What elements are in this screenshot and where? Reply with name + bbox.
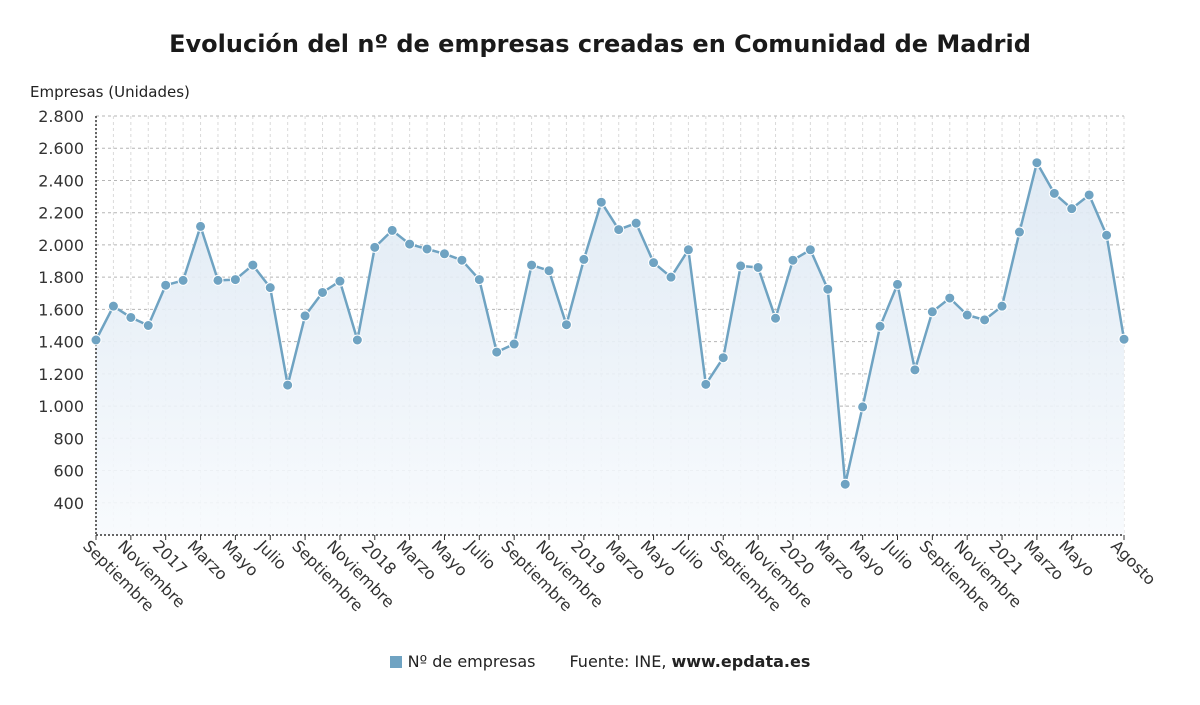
data-point: [1118, 333, 1130, 345]
data-point: [944, 292, 956, 304]
data-point: [334, 275, 346, 287]
data-point: [909, 364, 921, 376]
data-point: [926, 306, 938, 318]
data-point: [1066, 203, 1078, 215]
data-point: [369, 241, 381, 253]
data-point: [839, 478, 851, 490]
source-site: www.epdata.es: [671, 652, 811, 671]
series-area-fill: [96, 162, 1124, 535]
data-point: [160, 279, 172, 291]
data-point: [264, 282, 276, 294]
data-point: [456, 254, 468, 266]
data-point: [142, 320, 154, 331]
data-point: [1083, 189, 1095, 201]
data-point: [107, 300, 119, 312]
chart-title: Evolución del nº de empresas creadas en …: [169, 30, 1031, 58]
data-point: [560, 319, 572, 331]
data-point: [630, 217, 642, 229]
data-point: [770, 312, 782, 324]
data-point: [979, 314, 991, 326]
data-point: [351, 334, 363, 346]
data-point: [752, 261, 764, 273]
data-point: [665, 271, 677, 283]
y-tick-label: 800: [53, 429, 84, 448]
y-tick-label: 1.000: [38, 397, 84, 416]
legend: Nº de empresas Fuente: INE, www.epdata.es: [0, 652, 1200, 671]
data-point: [1048, 187, 1060, 199]
data-point: [421, 243, 433, 255]
data-point: [613, 224, 625, 236]
data-point: [473, 274, 485, 286]
y-axis-label: Empresas (Unidades): [30, 83, 190, 101]
data-point: [299, 310, 311, 322]
series-area: [96, 162, 1124, 535]
series-points: [90, 157, 1130, 490]
source-prefix: Fuente: INE,: [569, 652, 672, 671]
x-tick-labels: SeptiembreNoviembre2017MarzoMayoJulioSep…: [79, 536, 1160, 616]
data-point: [526, 259, 538, 271]
data-point: [891, 278, 903, 290]
y-tick-label: 1.200: [38, 365, 84, 384]
y-tick-labels: 400 600 800 1.000 1.200 1.400 1.600 1.800 2.000 2…: [38, 107, 84, 513]
data-point: [404, 238, 416, 250]
data-point: [595, 196, 607, 208]
data-point: [787, 254, 799, 266]
data-point: [648, 257, 660, 269]
y-tick-label: 400: [53, 494, 84, 513]
data-point: [682, 244, 694, 256]
data-point: [1013, 226, 1025, 238]
data-point: [90, 334, 102, 346]
y-tick-label: 2.400: [38, 171, 84, 190]
data-point: [229, 274, 241, 286]
data-point: [1031, 157, 1043, 169]
axes: [95, 116, 1125, 540]
data-point: [804, 244, 816, 256]
data-point: [491, 346, 503, 358]
data-point: [125, 311, 137, 323]
y-tick-label: 1.600: [38, 300, 84, 319]
data-point: [735, 260, 747, 272]
y-tick-label: 1.400: [38, 333, 84, 352]
data-point: [578, 253, 590, 265]
y-tick-label: 2.800: [38, 107, 84, 126]
data-point: [195, 220, 207, 232]
data-point: [386, 224, 398, 236]
data-point: [508, 338, 520, 350]
y-tick-label: 600: [53, 462, 84, 481]
x-tick-label: Agosto: [1107, 536, 1160, 589]
legend-series-label: Nº de empresas: [407, 652, 536, 671]
data-point: [177, 274, 189, 286]
data-point: [282, 379, 294, 391]
data-point: [996, 300, 1008, 312]
data-point: [438, 248, 450, 260]
data-point: [717, 352, 729, 364]
data-point: [1101, 229, 1113, 241]
y-tick-label: 2.000: [38, 236, 84, 255]
data-point: [822, 283, 834, 295]
data-point: [857, 401, 869, 413]
data-point: [961, 309, 973, 321]
data-point: [317, 286, 329, 298]
y-tick-label: 2.200: [38, 204, 84, 223]
y-tick-label: 1.800: [38, 268, 84, 287]
data-point: [700, 378, 712, 390]
data-point: [543, 265, 555, 277]
data-point: [874, 320, 886, 332]
data-point: [212, 274, 224, 286]
legend-swatch: [389, 656, 402, 668]
y-tick-label: 2.600: [38, 139, 84, 158]
data-point: [247, 259, 259, 271]
